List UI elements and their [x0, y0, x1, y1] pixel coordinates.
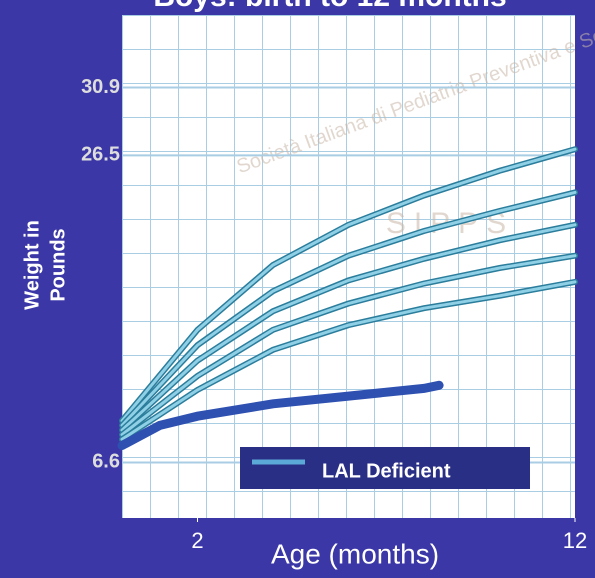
- x-tick-label: 12: [563, 528, 587, 553]
- page: Boys: birth to 12 months Age (months) We…: [0, 0, 595, 578]
- x-axis-label: Age (months): [271, 538, 439, 569]
- y-axis-label-line: Weight in: [21, 220, 43, 310]
- chart: Boys: birth to 12 months Age (months) We…: [0, 0, 595, 578]
- y-tick-label: 6.6: [92, 451, 120, 473]
- y-tick-label: 26.5: [81, 144, 120, 166]
- y-tick-label: 30.9: [81, 76, 120, 98]
- legend: LAL Deficient: [240, 447, 530, 489]
- chart-title: Boys: birth to 12 months: [153, 0, 506, 13]
- y-axis-label-line: Pounds: [47, 228, 69, 301]
- legend-label: LAL Deficient: [322, 460, 451, 482]
- x-tick-label: 2: [191, 528, 203, 553]
